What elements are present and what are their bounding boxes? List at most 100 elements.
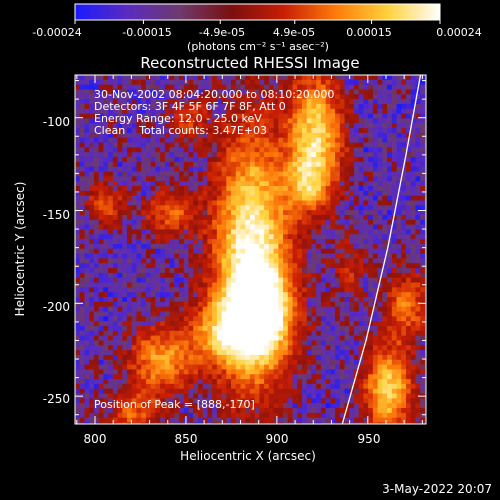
heatmap-cell bbox=[316, 103, 322, 110]
heatmap-cell bbox=[320, 330, 327, 337]
heatmap-cell bbox=[292, 147, 298, 153]
heatmap-cell bbox=[231, 229, 237, 235]
heatmap-cell bbox=[268, 345, 275, 351]
heatmap-cell bbox=[155, 142, 161, 148]
heatmap-cell bbox=[353, 272, 360, 279]
heatmap-cell bbox=[108, 234, 114, 240]
heatmap-cell bbox=[297, 210, 303, 216]
heatmap-cell bbox=[183, 123, 190, 129]
heatmap-cell bbox=[401, 374, 407, 380]
heatmap-cell bbox=[287, 229, 294, 235]
heatmap-cell bbox=[254, 108, 261, 115]
heatmap-cell bbox=[358, 321, 365, 327]
heatmap-cell bbox=[179, 161, 185, 168]
heatmap-cell bbox=[287, 239, 294, 245]
heatmap-cell bbox=[249, 282, 256, 288]
heatmap-cell bbox=[145, 282, 152, 288]
heatmap-cell bbox=[193, 84, 199, 91]
heatmap-cell bbox=[325, 330, 331, 337]
heatmap-cell bbox=[103, 374, 109, 380]
heatmap-cell bbox=[235, 123, 242, 129]
heatmap-cell bbox=[396, 325, 402, 332]
heatmap-cell bbox=[212, 214, 218, 221]
heatmap-cell bbox=[335, 239, 341, 245]
heatmap-cell bbox=[301, 345, 308, 351]
heatmap-cell bbox=[268, 359, 275, 366]
heatmap-cell bbox=[98, 142, 104, 148]
heatmap-cell bbox=[93, 229, 100, 235]
heatmap-cell bbox=[301, 335, 308, 342]
heatmap-cell bbox=[183, 171, 190, 177]
heatmap-cell bbox=[79, 340, 86, 346]
heatmap-cell bbox=[387, 292, 393, 298]
heatmap-cell bbox=[410, 277, 417, 284]
heatmap-cell bbox=[273, 335, 279, 342]
heatmap-cell bbox=[169, 75, 175, 81]
heatmap-cell bbox=[349, 383, 355, 390]
heatmap-cell bbox=[145, 364, 152, 371]
heatmap-cell bbox=[169, 263, 175, 269]
heatmap-cell bbox=[136, 272, 142, 279]
heatmap-cell bbox=[320, 301, 327, 308]
heatmap-cell bbox=[415, 166, 421, 173]
heatmap-cell bbox=[164, 234, 171, 240]
heatmap-cell bbox=[79, 330, 86, 337]
heatmap-cell bbox=[216, 311, 223, 317]
heatmap-cell bbox=[377, 263, 383, 269]
heatmap-cell bbox=[127, 325, 133, 332]
heatmap-cell bbox=[89, 137, 95, 144]
heatmap-cell bbox=[108, 345, 114, 351]
heatmap-cell bbox=[268, 301, 275, 308]
heatmap-cell bbox=[287, 243, 294, 250]
heatmap-cell bbox=[420, 142, 426, 148]
heatmap-cell bbox=[245, 388, 251, 395]
heatmap-cell bbox=[339, 161, 346, 168]
heatmap-cell bbox=[391, 321, 398, 327]
heatmap-cell bbox=[169, 219, 175, 226]
heatmap-cell bbox=[174, 383, 180, 390]
heatmap-cell bbox=[141, 161, 147, 168]
heatmap-cell bbox=[278, 161, 284, 168]
heatmap-cell bbox=[103, 152, 109, 158]
heatmap-cell bbox=[84, 311, 90, 317]
heatmap-cell bbox=[405, 214, 412, 221]
heatmap-cell bbox=[212, 258, 218, 264]
heatmap-cell bbox=[368, 118, 374, 124]
heatmap-cell bbox=[112, 248, 119, 255]
heatmap-cell bbox=[311, 374, 317, 380]
heatmap-cell bbox=[216, 272, 223, 279]
heatmap-cell bbox=[301, 89, 308, 95]
heatmap-cell bbox=[292, 345, 298, 351]
heatmap-cell bbox=[424, 321, 426, 327]
heatmap-cell bbox=[377, 79, 383, 86]
heatmap-cell bbox=[330, 248, 336, 255]
heatmap-cell bbox=[254, 161, 261, 168]
heatmap-cell bbox=[382, 186, 388, 192]
heatmap-cell bbox=[150, 132, 156, 139]
heatmap-cell bbox=[339, 272, 346, 279]
heatmap-cell bbox=[79, 258, 86, 264]
heatmap-cell bbox=[155, 108, 161, 115]
heatmap-cell bbox=[410, 330, 417, 337]
heatmap-cell bbox=[179, 306, 185, 313]
heatmap-cell bbox=[216, 388, 223, 395]
heatmap-cell bbox=[136, 79, 142, 86]
heatmap-cell bbox=[430, 104, 435, 109]
heatmap-cell bbox=[117, 108, 123, 115]
heatmap-cell bbox=[264, 287, 270, 293]
heatmap-cell bbox=[145, 248, 152, 255]
heatmap-cell bbox=[344, 306, 350, 313]
heatmap-cell bbox=[169, 79, 175, 86]
heatmap-cell bbox=[98, 75, 104, 81]
heatmap-cell bbox=[174, 277, 180, 284]
heatmap-cell bbox=[179, 219, 185, 226]
heatmap-cell bbox=[221, 369, 227, 375]
heatmap-cell bbox=[112, 321, 119, 327]
heatmap-cell bbox=[353, 210, 360, 216]
heatmap-cell bbox=[169, 239, 175, 245]
heatmap-cell bbox=[325, 205, 331, 211]
heatmap-cell bbox=[89, 248, 95, 255]
heatmap-cell bbox=[150, 292, 156, 298]
heatmap-cell bbox=[216, 239, 223, 245]
heatmap-cell bbox=[117, 248, 123, 255]
